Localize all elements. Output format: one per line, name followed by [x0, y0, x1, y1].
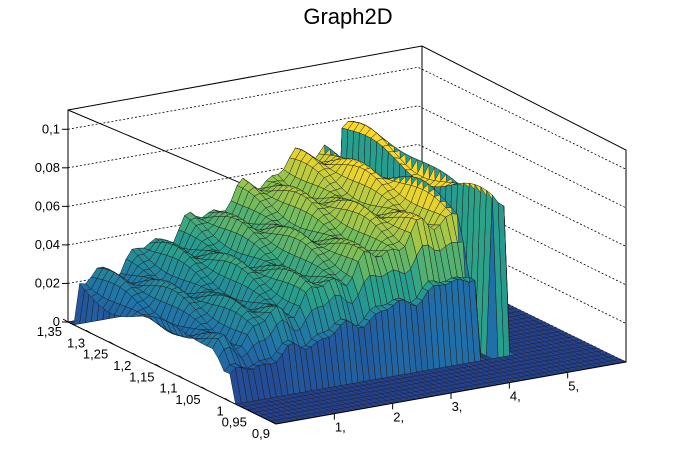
gridline — [67, 221, 627, 324]
x-tick-label: 5, — [568, 378, 579, 393]
y-tick-label: 1,35 — [37, 324, 62, 339]
y-tick-mark — [155, 363, 161, 368]
y-tick-mark — [247, 409, 254, 414]
y-tick-mark — [85, 329, 92, 334]
surface-cell — [503, 205, 517, 356]
z-tick-label: 0,08 — [35, 160, 60, 175]
z-tick-label: 0,04 — [35, 237, 60, 252]
gridline — [67, 105, 627, 209]
y-tick-mark — [178, 375, 184, 380]
chart-title: Graph2D — [303, 4, 392, 29]
y-tick-label: 1,25 — [83, 347, 108, 362]
y-tick-label: 1 — [217, 403, 224, 418]
y-tick-label: 1,1 — [159, 381, 177, 396]
z-tick-label: 0,06 — [35, 198, 60, 213]
y-tick-label: 1,3 — [67, 335, 85, 350]
z-tick-label: 0,1 — [42, 121, 60, 136]
y-tick-mark — [270, 420, 277, 425]
y-tick-label: 1,05 — [175, 392, 200, 407]
surface-mesh — [73, 121, 517, 405]
x-tick-label: 4, — [510, 389, 521, 404]
z-tick-label: 0 — [53, 314, 60, 329]
y-tick-label: 1,15 — [129, 369, 154, 384]
z-axis: 0 0,02 0,04 0,06 0,08 0,1 — [35, 110, 69, 329]
z-tick-label: 0,02 — [35, 275, 60, 290]
y-tick-label: 0,95 — [222, 415, 247, 430]
x-axis: 1, 2, 3, 4, 5, — [333, 372, 579, 435]
x-tick-label: 1, — [335, 420, 346, 435]
x-tick-label: 2, — [393, 409, 404, 424]
y-tick-mark — [132, 352, 138, 357]
gridline — [67, 143, 627, 247]
x-tick-label: 3, — [452, 399, 463, 414]
y-tick-label: 1,2 — [113, 358, 131, 373]
surface-cell — [474, 280, 488, 362]
y-tick-mark — [62, 318, 69, 323]
y-tick-mark — [201, 386, 207, 391]
y-tick-label: 0,9 — [252, 426, 270, 441]
gridline — [67, 66, 627, 170]
gridline — [67, 182, 627, 286]
y-tick-mark — [224, 397, 231, 402]
y-tick-mark — [108, 341, 115, 346]
y-axis: 0,9 0,951 1,051,1 1,151,2 1,251,3 1,35 — [37, 318, 277, 441]
